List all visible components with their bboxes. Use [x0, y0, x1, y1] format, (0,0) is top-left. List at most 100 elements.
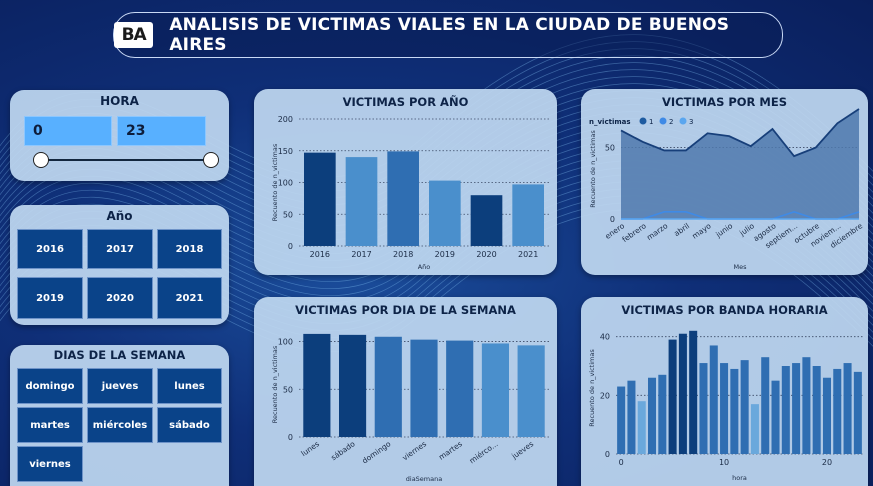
bar: [689, 330, 698, 454]
hora-slider-min-handle[interactable]: [33, 152, 49, 168]
bar: [303, 333, 331, 437]
x-tick-label: mayo: [690, 221, 713, 241]
y-tick-label: 20: [600, 391, 610, 400]
x-tick-label: 2019: [435, 250, 455, 259]
line-series-1: [620, 108, 860, 158]
y-axis-label: Recuento de n_victimas: [589, 130, 597, 208]
x-axis-label: hora: [732, 474, 747, 482]
x-tick-label: 2020: [476, 250, 496, 259]
bar: [750, 404, 759, 454]
ba-logo: BA: [114, 22, 154, 48]
dia-option-lunes[interactable]: lunes: [157, 368, 222, 404]
x-tick-label: jueves: [509, 439, 535, 461]
dia-option-sabado[interactable]: sábado: [157, 407, 222, 443]
bar: [761, 357, 770, 454]
anio-option-2017[interactable]: 2017: [87, 229, 153, 269]
chart-panel-por-hora: VICTIMAS POR BANDA HORARIA 0 20 40 Recuento…: [581, 297, 868, 486]
x-tick-label: 2018: [393, 250, 413, 259]
y-tick-label: 0: [288, 242, 293, 251]
chart-por-hora: 0 20 40 Recuento de n_victimas 0 10 20 hora: [588, 330, 863, 482]
dia-option-miercoles[interactable]: miércoles: [87, 407, 153, 443]
hora-slider-track[interactable]: [41, 159, 211, 161]
legend-marker: [639, 117, 647, 125]
bar: [345, 157, 378, 246]
x-tick-label: 2021: [518, 250, 538, 259]
anio-option-2021[interactable]: 2021: [157, 277, 222, 319]
x-tick-label: febrero: [620, 221, 648, 244]
legend-title: n_victimas: [589, 118, 631, 126]
bar: [648, 377, 657, 454]
y-axis-label: Recuento de n_victimas: [588, 349, 596, 427]
x-tick-label: junio: [713, 221, 734, 240]
anio-option-2016[interactable]: 2016: [17, 229, 83, 269]
y-tick-label: 0: [610, 215, 615, 224]
bar: [678, 333, 687, 454]
bar: [339, 334, 367, 437]
x-axis-label: Año: [418, 263, 431, 271]
chart-title-por-dia: VICTIMAS POR DIA DE LA SEMANA: [295, 303, 516, 317]
y-tick-label: 200: [278, 115, 293, 124]
hora-filter-title: HORA: [100, 94, 139, 108]
bar: [792, 363, 801, 454]
bar: [512, 184, 544, 246]
y-tick-label: 100: [278, 179, 293, 188]
bar: [410, 339, 438, 437]
x-tick-label: domingo: [360, 439, 392, 465]
dia-option-jueves[interactable]: jueves: [87, 368, 153, 404]
x-tick-label: 0: [619, 458, 624, 467]
chart-title-por-hora: VICTIMAS POR BANDA HORARIA: [621, 303, 828, 317]
bar: [668, 339, 677, 454]
dia-option-martes[interactable]: martes: [17, 407, 83, 443]
dia-option-viernes[interactable]: viernes: [17, 446, 83, 482]
anio-option-2018[interactable]: 2018: [157, 229, 222, 269]
dashboard-header: BA ANALISIS DE VICTIMAS VIALES EN LA CIU…: [113, 12, 783, 58]
bar: [429, 180, 461, 246]
bar: [387, 151, 419, 246]
y-tick-label: 50: [283, 210, 293, 219]
dia-option-domingo[interactable]: domingo: [17, 368, 83, 404]
y-tick-label: 0: [288, 433, 293, 442]
bar: [699, 363, 708, 454]
anio-option-2019[interactable]: 2019: [17, 277, 83, 319]
bar: [781, 366, 790, 454]
bar: [730, 368, 739, 454]
y-axis-label: Recuento de n_victimas: [271, 345, 279, 423]
bar: [843, 363, 852, 454]
chart-panel-por-mes: VICTIMAS POR MES 0 50 Recuento de n_victim…: [581, 89, 868, 275]
chart-title-por-anio: VICTIMAS POR AÑO: [342, 95, 469, 109]
x-axis-label: Mes: [734, 263, 748, 271]
chart-title-por-mes: VICTIMAS POR MES: [661, 95, 788, 109]
legend-marker: [659, 117, 667, 125]
bar: [853, 371, 862, 454]
dias-filter-title: DIAS DE LA SEMANA: [53, 348, 186, 362]
bar: [470, 195, 503, 246]
y-axis-label: Recuento de n_victimas: [271, 143, 279, 221]
x-tick-label: 2017: [351, 250, 371, 259]
hora-max-input[interactable]: 23: [117, 116, 206, 146]
y-tick-label: 150: [278, 147, 293, 156]
bar: [720, 363, 729, 454]
bar: [481, 343, 509, 437]
anio-option-2020[interactable]: 2020: [87, 277, 153, 319]
x-tick-label: miérco...: [468, 439, 500, 465]
x-tick-label: abril: [672, 221, 691, 238]
bar: [304, 152, 336, 246]
x-axis-label: diaSemana: [406, 475, 442, 483]
y-tick-label: 0: [605, 450, 610, 459]
bar: [822, 377, 831, 454]
page-title: ANALISIS DE VICTIMAS VIALES EN LA CIUDAD…: [169, 15, 730, 55]
bar: [771, 380, 780, 454]
legend-label: 2: [669, 118, 673, 126]
hora-slider-max-handle[interactable]: [203, 152, 219, 168]
bar: [374, 336, 402, 437]
chart-panel-por-anio: VICTIMAS POR AÑO 0 50 100 150 200 Recuento de…: [254, 89, 557, 275]
bar: [740, 360, 749, 454]
hora-min-input[interactable]: 0: [24, 116, 112, 146]
y-tick-label: 40: [600, 333, 610, 342]
bar: [517, 345, 545, 437]
legend-label: 1: [649, 118, 653, 126]
x-tick-label: marzo: [645, 221, 670, 242]
x-tick-label: lunes: [299, 439, 321, 458]
